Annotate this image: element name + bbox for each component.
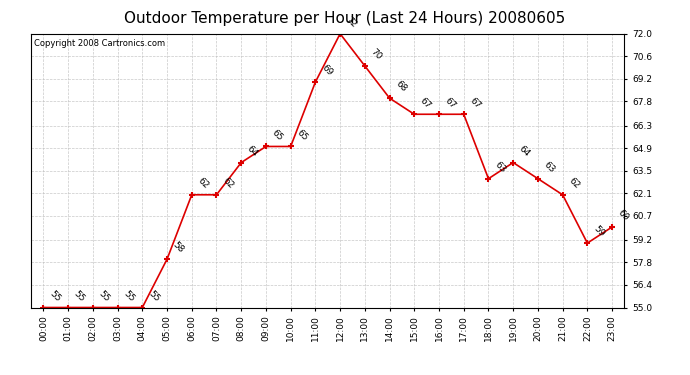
Text: 65: 65 (295, 128, 309, 142)
Text: 67: 67 (443, 96, 457, 110)
Text: 64: 64 (246, 144, 260, 158)
Text: 63: 63 (493, 160, 507, 174)
Text: 72: 72 (344, 15, 359, 30)
Text: 67: 67 (468, 96, 482, 110)
Text: Outdoor Temperature per Hour (Last 24 Hours) 20080605: Outdoor Temperature per Hour (Last 24 Ho… (124, 11, 566, 26)
Text: 62: 62 (221, 176, 235, 190)
Text: Copyright 2008 Cartronics.com: Copyright 2008 Cartronics.com (34, 39, 165, 48)
Text: 58: 58 (171, 240, 186, 255)
Text: 67: 67 (418, 96, 433, 110)
Text: 64: 64 (518, 144, 532, 158)
Text: 55: 55 (48, 289, 62, 303)
Text: 65: 65 (270, 128, 284, 142)
Text: 55: 55 (146, 289, 161, 303)
Text: 69: 69 (319, 63, 334, 78)
Text: 70: 70 (369, 47, 384, 62)
Text: 68: 68 (394, 80, 408, 94)
Text: 62: 62 (196, 176, 210, 190)
Text: 60: 60 (616, 209, 631, 223)
Text: 55: 55 (121, 289, 136, 303)
Text: 63: 63 (542, 160, 557, 174)
Text: 62: 62 (566, 176, 581, 190)
Text: 55: 55 (97, 289, 112, 303)
Text: 55: 55 (72, 289, 87, 303)
Text: 59: 59 (591, 224, 606, 239)
